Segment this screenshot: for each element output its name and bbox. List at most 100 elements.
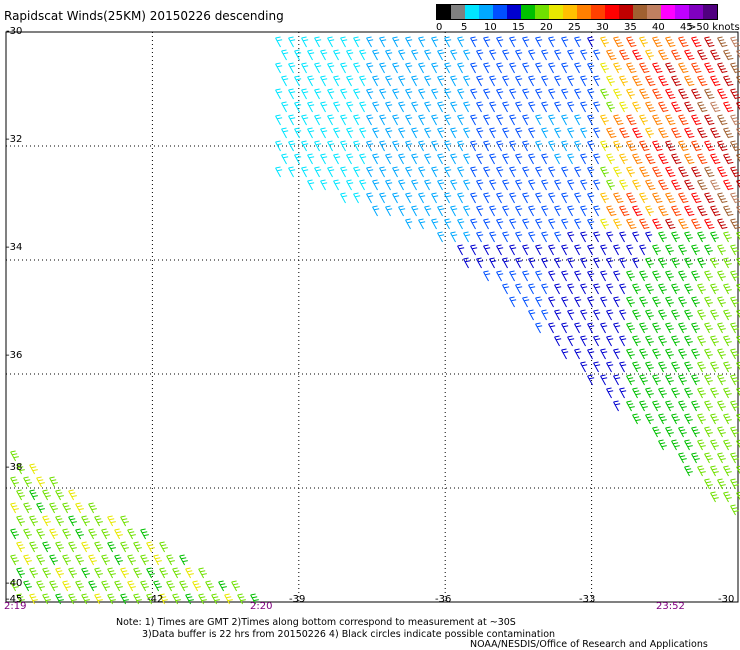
wind-barb bbox=[346, 153, 354, 165]
wind-barb bbox=[580, 127, 588, 139]
wind-barb bbox=[502, 205, 510, 217]
wind-barb bbox=[723, 413, 732, 425]
wind-barb bbox=[437, 127, 445, 139]
wind-barb bbox=[16, 593, 25, 605]
wind-barb bbox=[489, 231, 497, 243]
wind-barb bbox=[671, 335, 680, 347]
wind-barb bbox=[723, 257, 732, 269]
wind-barb bbox=[684, 49, 695, 61]
wind-barb bbox=[619, 205, 630, 217]
wind-barb bbox=[619, 309, 627, 321]
wind-barb bbox=[372, 101, 380, 113]
wind-barb bbox=[528, 205, 536, 217]
wind-barb bbox=[275, 36, 283, 48]
wind-barb bbox=[398, 75, 406, 87]
wind-barb bbox=[405, 114, 413, 126]
lon-label-36: -36 bbox=[435, 594, 452, 605]
wind-barb bbox=[101, 528, 110, 540]
wind-barb bbox=[411, 205, 419, 217]
wind-barb bbox=[600, 192, 609, 204]
wind-barb bbox=[600, 322, 608, 334]
wind-barb bbox=[359, 75, 367, 87]
wind-barb bbox=[723, 101, 734, 113]
wind-barb bbox=[574, 166, 582, 178]
wind-barb bbox=[697, 179, 708, 191]
wind-barb bbox=[567, 179, 575, 191]
wind-barb bbox=[528, 101, 536, 113]
wind-barb bbox=[736, 153, 740, 163]
wind-barb bbox=[561, 114, 569, 126]
wind-barb bbox=[658, 439, 667, 451]
wind-barb bbox=[587, 88, 595, 100]
wind-barb bbox=[658, 205, 669, 217]
wind-barb bbox=[288, 88, 296, 100]
wind-barb bbox=[535, 62, 543, 74]
wind-barb bbox=[554, 127, 562, 139]
wind-barb bbox=[587, 348, 595, 360]
wind-barb bbox=[723, 491, 732, 503]
wind-barb bbox=[140, 554, 149, 566]
wind-barb bbox=[127, 554, 136, 566]
wind-barb bbox=[736, 179, 740, 189]
wind-barb bbox=[140, 528, 149, 540]
wind-barb bbox=[626, 62, 637, 74]
wind-barb bbox=[489, 101, 497, 113]
wind-barb bbox=[405, 218, 413, 230]
wind-barb bbox=[496, 36, 504, 48]
wind-barb bbox=[652, 374, 661, 386]
wind-barb bbox=[36, 502, 45, 514]
wind-barb bbox=[444, 140, 452, 152]
wind-barb bbox=[717, 114, 728, 126]
wind-barb bbox=[665, 88, 676, 100]
wind-barb bbox=[101, 554, 110, 566]
wind-barb bbox=[509, 218, 517, 230]
wind-barb bbox=[691, 88, 702, 100]
legend-swatch-13 bbox=[619, 5, 633, 19]
wind-barb bbox=[606, 257, 614, 269]
wind-barb bbox=[684, 257, 693, 269]
wind-barb bbox=[470, 218, 478, 230]
wind-barb bbox=[301, 62, 309, 74]
wind-barb bbox=[632, 309, 641, 321]
wind-barb bbox=[457, 114, 465, 126]
wind-barb bbox=[509, 88, 517, 100]
lon-label-45: -45 bbox=[6, 594, 23, 605]
wind-barb bbox=[301, 166, 309, 178]
wind-barb bbox=[528, 153, 536, 165]
wind-barb bbox=[483, 270, 491, 282]
wind-barb bbox=[333, 127, 341, 139]
wind-barb bbox=[730, 504, 739, 516]
wind-barb bbox=[49, 528, 58, 540]
wind-barb bbox=[528, 75, 536, 87]
wind-barb bbox=[340, 36, 348, 48]
wind-barb bbox=[535, 218, 543, 230]
wind-barb bbox=[94, 593, 103, 605]
wind-barb bbox=[179, 554, 188, 566]
wind-barb bbox=[107, 515, 116, 527]
wind-barb bbox=[353, 140, 361, 152]
wind-barb bbox=[307, 49, 315, 61]
wind-barb bbox=[107, 541, 116, 553]
wind-barb bbox=[29, 515, 38, 527]
wind-barb bbox=[639, 244, 647, 256]
wind-barb bbox=[626, 244, 634, 256]
wind-barb bbox=[645, 335, 654, 347]
wind-barb bbox=[301, 88, 309, 100]
wind-barb bbox=[697, 153, 708, 165]
wind-barb bbox=[444, 88, 452, 100]
wind-barb bbox=[632, 205, 643, 217]
wind-barb bbox=[548, 36, 556, 48]
wind-barb bbox=[652, 296, 661, 308]
wind-barb bbox=[476, 231, 484, 243]
wind-barb bbox=[68, 567, 77, 579]
wind-barb bbox=[535, 270, 543, 282]
wind-barb bbox=[665, 218, 676, 230]
wind-barb bbox=[509, 36, 517, 48]
wind-barb bbox=[665, 296, 674, 308]
wind-barb bbox=[613, 296, 621, 308]
wind-barb bbox=[574, 88, 582, 100]
wind-barb bbox=[684, 283, 693, 295]
wind-barb bbox=[515, 101, 523, 113]
time-label-west-start: 2:19 bbox=[4, 601, 27, 612]
wind-barb bbox=[496, 192, 504, 204]
